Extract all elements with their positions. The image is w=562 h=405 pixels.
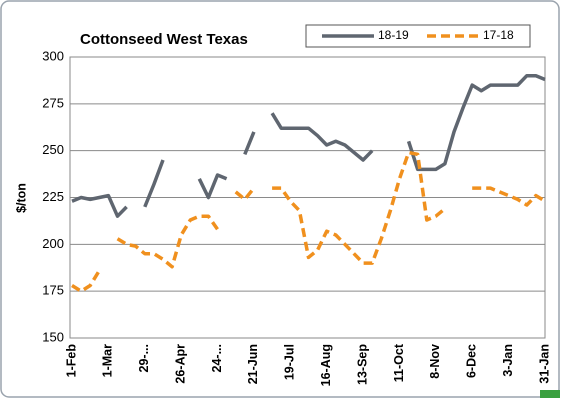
x-tick-label: 1-Mar bbox=[101, 344, 115, 377]
x-tick-label: 1-Feb bbox=[64, 344, 78, 378]
x-tick-label: 11-Oct bbox=[392, 343, 406, 382]
y-tick-label: 275 bbox=[42, 95, 64, 110]
x-tick-label: 16-Aug bbox=[319, 344, 333, 386]
x-tick-label: 31-Jan bbox=[537, 344, 551, 384]
y-tick-label: 200 bbox=[42, 236, 64, 251]
frame bbox=[0, 0, 560, 398]
x-tick-label: 21-Jun bbox=[246, 344, 260, 384]
series-line bbox=[71, 150, 546, 293]
x-tick-label: 19-Jul bbox=[283, 344, 297, 380]
legend bbox=[305, 24, 531, 48]
x-tick-label: 24-... bbox=[210, 344, 224, 373]
series-line bbox=[71, 73, 546, 218]
corner-accent bbox=[540, 390, 560, 398]
x-tick-label: 8-Nov bbox=[428, 344, 442, 379]
chart-title: Cottonseed West Texas bbox=[80, 31, 248, 48]
legend-label: 17-18 bbox=[483, 28, 514, 42]
y-tick-label: 175 bbox=[42, 283, 64, 298]
x-tick-label: 13-Sep bbox=[355, 344, 369, 385]
y-tick-label: 300 bbox=[42, 48, 64, 63]
x-tick-label: 26-Apr bbox=[173, 344, 187, 384]
y-tick-label: 225 bbox=[42, 189, 64, 204]
legend-label: 18-19 bbox=[378, 28, 409, 42]
y-tick-label: 250 bbox=[42, 142, 64, 157]
x-tick-label: 6-Dec bbox=[465, 344, 479, 378]
y-axis-label: $/ton bbox=[14, 183, 28, 213]
y-tick-label: 150 bbox=[42, 329, 64, 344]
x-tick-label: 3-Jan bbox=[501, 344, 515, 377]
x-tick-label: 29-... bbox=[137, 344, 151, 373]
